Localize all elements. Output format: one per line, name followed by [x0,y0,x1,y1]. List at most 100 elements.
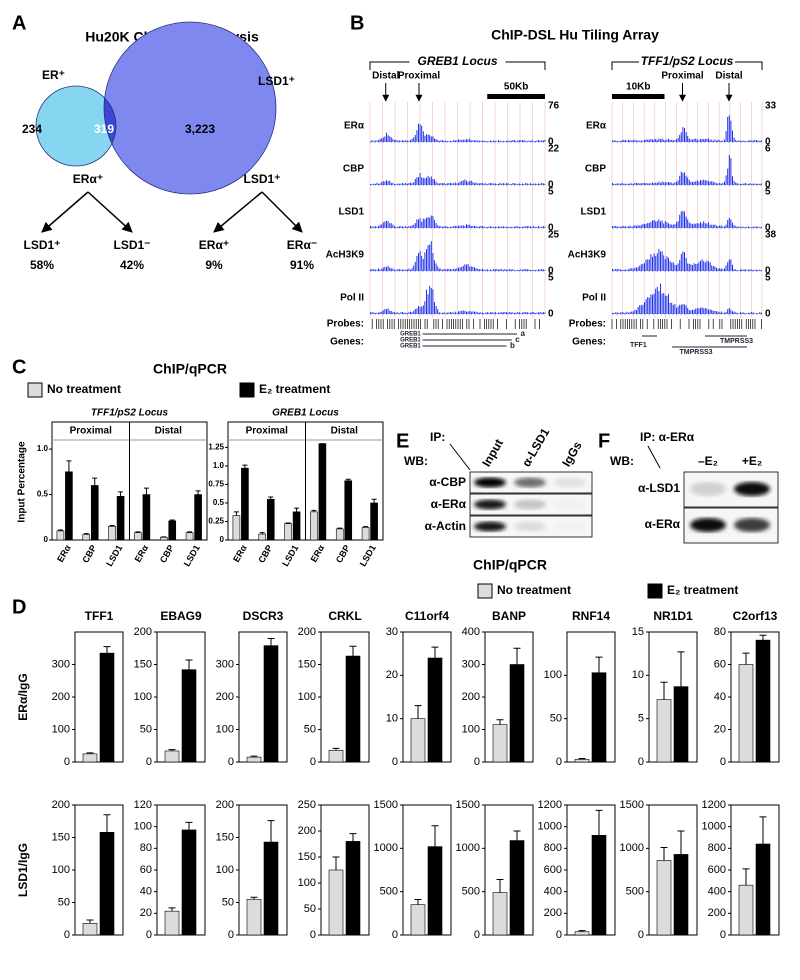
track-signal [503,183,504,185]
y-tick-label: 0 [228,929,234,941]
track-signal [476,312,477,314]
track-signal [692,310,693,314]
track-max: 22 [548,144,560,155]
track-signal [700,180,701,185]
error-bar [760,817,767,844]
track-signal [445,269,446,271]
track-signal [650,294,651,314]
track-signal [682,304,683,314]
track-signal [396,184,397,185]
track-signal [482,183,483,185]
track-signal [410,226,411,228]
track-signal [631,140,632,142]
track-signal [479,226,480,228]
venn-set [104,22,276,194]
track-signal [455,182,456,185]
bar [756,640,770,762]
track-signal [641,305,642,314]
y-tick-label: 800 [544,842,562,854]
track-signal [660,252,661,271]
wb-label: WB: [610,454,634,468]
tree-label: ERα⁻ [287,238,317,252]
track-signal [713,266,714,271]
track-signal [466,312,467,314]
track-signal [636,310,637,314]
blot-band [474,522,506,532]
track-signal [634,225,635,228]
track-signal [452,227,453,228]
track-signal [689,310,690,314]
track-signal [444,226,445,228]
track-signal [498,270,499,271]
track-signal [697,308,698,314]
track-signal [726,312,727,314]
track-signal [516,313,517,314]
track-signal [649,223,650,228]
x-tick-label: ERα [231,543,249,564]
bar [319,444,326,540]
track-signal [743,184,744,185]
track-signal [647,297,648,314]
track-signal [498,184,499,185]
track-signal [450,141,451,142]
track-signal [517,184,518,185]
track-signal [631,268,632,271]
set-label: ER⁺ [42,68,65,82]
track-signal [746,184,747,185]
track-signal [424,252,425,271]
track-signal [716,268,717,271]
track-signal [625,140,626,142]
track-signal [746,227,747,228]
track-signal [376,227,377,228]
track-signal [618,227,619,228]
error-bar [661,682,668,699]
track-signal [469,181,470,185]
track-signal [472,140,473,142]
track-signal [400,226,401,228]
track-signal [716,141,717,142]
track-signal [694,310,695,314]
track-signal [625,269,626,271]
y-tick-label: 200 [544,907,562,919]
track-signal [655,183,656,185]
track-signal [612,140,613,142]
track-signal [674,182,675,185]
track-signal [370,184,371,185]
y-tick-label: 0 [146,929,152,941]
error-bar [294,508,299,512]
track-signal [711,225,712,228]
bar [310,512,317,540]
track-signal [413,225,414,228]
bar [285,524,292,540]
track-signal [540,270,541,271]
chart-subtitle: TFF1/pS2 Locus [91,408,169,419]
track-signal [625,226,626,228]
track-signal [682,211,683,228]
track-signal [674,224,675,228]
track-signal [628,226,629,228]
track-signal [468,264,469,271]
track-signal [448,141,449,142]
track-signal [730,158,731,185]
track-signal [527,269,528,271]
track-signal [450,183,451,185]
track-signal [524,312,525,314]
track-signal [727,309,728,314]
track-signal [734,138,735,142]
track-signal [524,184,525,185]
track-signal [439,269,440,271]
track-signal [614,140,615,142]
track-signal [516,141,517,142]
track-signal [471,226,472,228]
track-signal [673,140,674,142]
track-signal [434,179,435,185]
track-signal [690,224,691,228]
track-signal [622,226,623,228]
track-signal [404,313,405,314]
track-signal [689,180,690,185]
track-signal [372,184,373,185]
error-bar [415,899,422,904]
track-signal [415,135,416,142]
bar [241,468,248,540]
